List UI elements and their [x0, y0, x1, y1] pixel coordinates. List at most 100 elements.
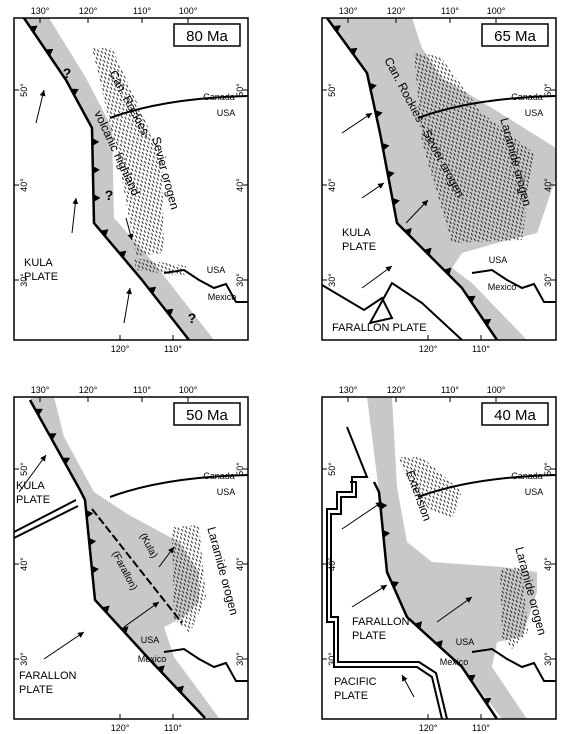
- orogen-area: [414, 53, 534, 243]
- map-panel: 130° 120° 110° 100° 120° 110° 50° 50° 40° 40° 30° 3…: [13, 6, 249, 354]
- motion-arrow: [401, 674, 415, 698]
- arc-region: [30, 397, 219, 718]
- motion-arrow: [35, 89, 46, 124]
- lon-label: 130°: [31, 385, 50, 395]
- lon-label: 120°: [79, 385, 98, 395]
- orogen-area: [500, 567, 528, 649]
- frame: [13, 396, 249, 720]
- subduction-tooth: [120, 626, 129, 634]
- subduction-tooth: [387, 170, 395, 179]
- lon-label: 120°: [387, 6, 406, 16]
- lon-label: 110°: [472, 723, 490, 733]
- subduction-tooth: [91, 565, 99, 574]
- lon-label: 120°: [111, 344, 130, 354]
- plate-boundary: [321, 281, 463, 341]
- map-label: USA: [217, 108, 236, 118]
- map-panel: 130° 120° 110° 100° 120° 110° 50° 50° 40° 40° 30° 3…: [13, 385, 249, 733]
- subduction-tooth: [92, 165, 100, 174]
- subduction-tooth: [62, 457, 71, 465]
- lon-label: 110°: [441, 6, 459, 16]
- age-box: [173, 23, 241, 47]
- trench: [28, 399, 206, 719]
- motion-arrow: [158, 546, 175, 568]
- lat-label: 30°: [327, 273, 337, 287]
- subduction-tooth: [85, 509, 94, 518]
- subduction-tooth: [423, 247, 432, 256]
- lon-label: 100°: [487, 385, 506, 395]
- lat-label: 40°: [327, 178, 337, 192]
- lat-label: 40°: [543, 557, 553, 571]
- subduction-tooth: [70, 88, 79, 96]
- lat-label: 40°: [19, 178, 29, 192]
- lat-label: 40°: [327, 557, 337, 571]
- motion-arrow: [123, 287, 132, 324]
- lon-label: 100°: [179, 6, 198, 16]
- lon-label: 120°: [419, 723, 438, 733]
- subduction-tooth: [381, 142, 390, 151]
- lat-label: 50°: [543, 462, 553, 476]
- map-label: Canada: [511, 471, 543, 481]
- motion-arrow: [43, 631, 85, 660]
- border-canada-usa: [417, 95, 557, 119]
- map-label: USA: [207, 265, 226, 275]
- map-label: PACIFIC: [334, 676, 377, 688]
- lat-label: 50°: [327, 83, 337, 97]
- subduction-tooth: [467, 674, 476, 682]
- map-label: Canada: [203, 92, 235, 102]
- border-canada-usa: [109, 474, 249, 498]
- lon-label: 110°: [164, 344, 182, 354]
- map-label: USA: [141, 635, 160, 645]
- age-box: [173, 402, 241, 426]
- motion-arrow: [436, 596, 473, 623]
- lat-label: 30°: [19, 273, 29, 287]
- subduction-tooth: [48, 433, 57, 441]
- lon-label: 110°: [164, 723, 182, 733]
- subduction-tooth: [404, 227, 412, 236]
- frame: [13, 17, 249, 341]
- map-label: FARALLON PLATE: [332, 322, 427, 334]
- motion-arrow: [361, 265, 393, 289]
- map-label: USA: [489, 255, 508, 265]
- map-label: ?: [188, 310, 197, 326]
- subduction-tooth: [483, 697, 492, 706]
- subduction-tooth: [176, 685, 184, 694]
- age-label: 50 Ma: [186, 407, 228, 424]
- trench: [22, 17, 190, 341]
- lon-label: 120°: [419, 344, 438, 354]
- subduction-tooth: [34, 408, 43, 416]
- arc-region: [367, 397, 537, 719]
- lat-label: 30°: [327, 652, 337, 666]
- motion-arrow: [125, 217, 134, 241]
- subduction-tooth: [391, 581, 400, 589]
- frame: [321, 17, 557, 341]
- map-label: PLATE: [19, 684, 53, 696]
- subduction-tooth: [101, 605, 110, 614]
- map-label: Canada: [203, 471, 235, 481]
- lat-label: 40°: [235, 178, 245, 192]
- border-usa-mexico: [163, 268, 248, 303]
- plate-boundary: [326, 426, 443, 720]
- subduction-tooth: [165, 308, 174, 317]
- plate-boundary-dashed: [91, 508, 183, 624]
- orogen-area: [397, 457, 462, 519]
- map-label: FARALLON: [19, 670, 77, 682]
- motion-arrow: [341, 112, 373, 134]
- lat-label: 30°: [543, 273, 553, 287]
- lat-label: 50°: [235, 462, 245, 476]
- subduction-tooth: [45, 48, 54, 57]
- subduction-tooth: [92, 137, 100, 146]
- map-label: Mexico: [488, 282, 517, 292]
- lat-label: 30°: [19, 652, 29, 666]
- subduction-tooth: [483, 318, 492, 327]
- map-label: Mexico: [440, 657, 469, 667]
- subduction-tooth: [29, 25, 38, 33]
- map-label: USA: [525, 108, 544, 118]
- age-label: 65 Ma: [494, 28, 536, 45]
- lon-label: 130°: [31, 6, 50, 16]
- map-label: KULA: [24, 257, 53, 269]
- lat-label: 50°: [19, 462, 29, 476]
- map-label: Mexico: [138, 654, 167, 664]
- lon-label: 130°: [339, 6, 358, 16]
- map-panel: 130° 120° 110° 100° 120° 110° 50° 50° 40° 40° 30° 3…: [321, 6, 557, 354]
- subduction-tooth: [156, 665, 165, 674]
